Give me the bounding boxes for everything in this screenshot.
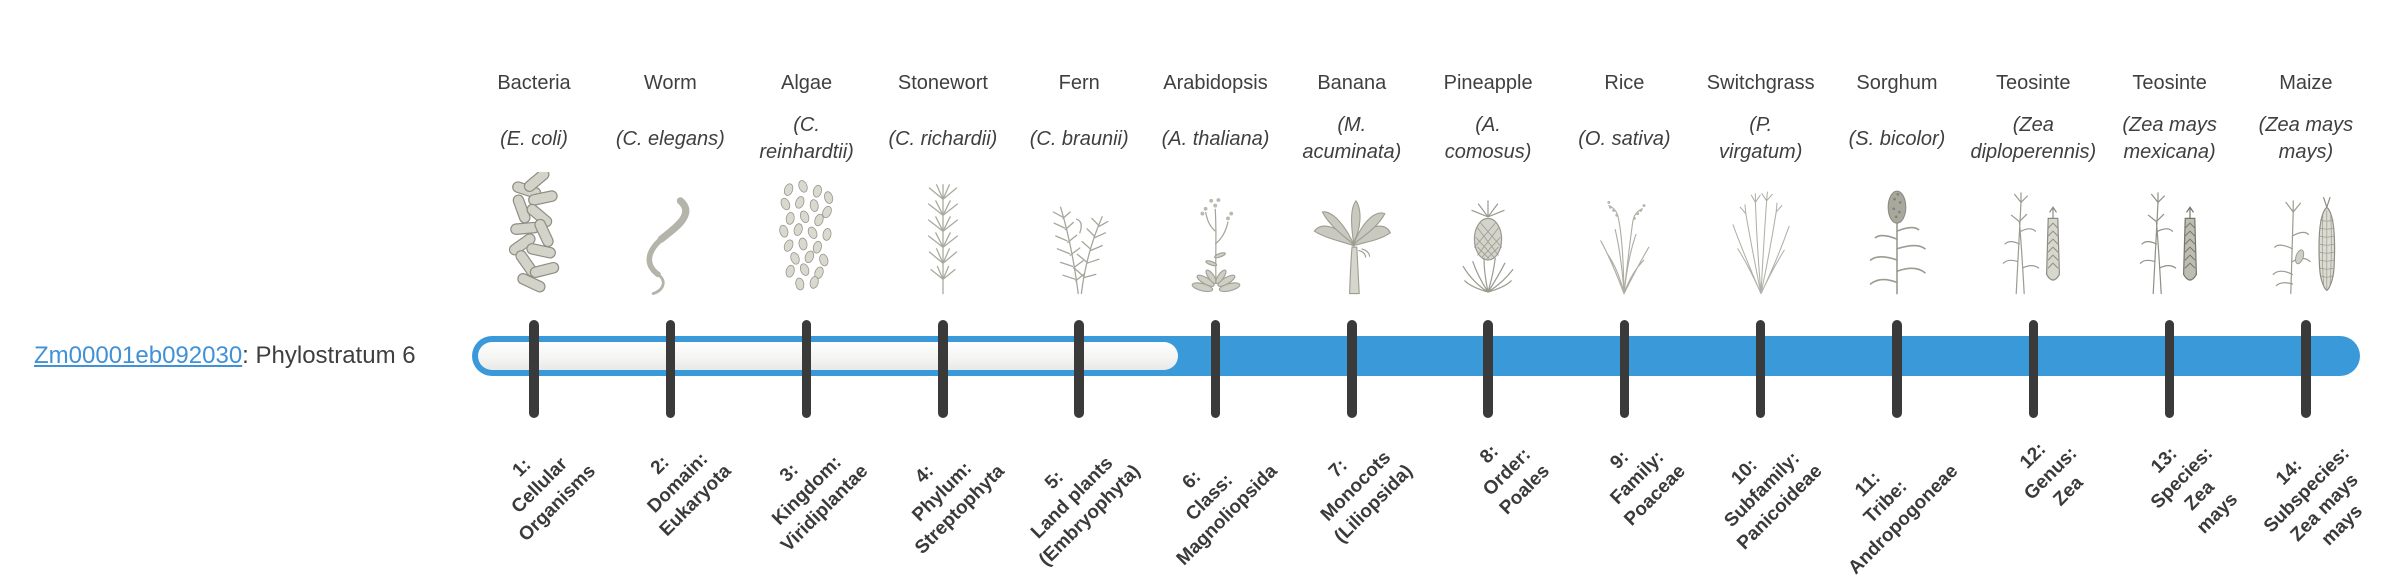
stratum-tick [529, 320, 539, 418]
organism-species-name: (Zea mays mexicana) [2122, 114, 2217, 163]
stonewort-icon [888, 172, 998, 300]
phylostratum-bar-track [478, 342, 1178, 370]
banana-icon [1297, 172, 1407, 300]
stratum-label-text: 12: Genus: Zea [2015, 438, 2088, 511]
organism-column: Arabidopsis (A. thaliana) [1139, 70, 1293, 293]
arabidopsis-icon [1161, 172, 1271, 300]
stratum-label-text: 7: Monocots (Liliopsida) [1317, 447, 1418, 548]
stratum-tick [1483, 320, 1493, 418]
stratum-tick [1755, 320, 1766, 418]
organism-column: Fern (C. braunii) [1002, 70, 1156, 295]
organism-species-name: (M. acuminata) [1302, 114, 1402, 163]
organism-column: Pineapple (A. comosus) [1411, 70, 1565, 293]
phylostratum-bar [472, 336, 2360, 376]
organism-name: Pineapple [1443, 72, 1533, 94]
stratum-label-text: 14: Subspecies: Zea mays mays [2259, 443, 2367, 551]
stratum-tick [1347, 320, 1357, 418]
stratum-label-text: 10: Subfamily: Panicoideae [1720, 447, 1827, 555]
stratum-label-text: 8: Order: Poales [1475, 441, 1554, 519]
organism-species-name: (E. coli) [500, 127, 568, 150]
switchgrass-icon [1706, 172, 1816, 300]
organism-species-name: (C. braunii) [1029, 127, 1129, 150]
stratum-tick [2028, 320, 2039, 418]
stratum-label-text: 2: Domain: Eukaryota [644, 448, 736, 541]
organism-name: Maize [2279, 72, 2333, 94]
organism-name: Arabidopsis [1163, 72, 1268, 94]
organism-column: Teosinte (Zea mays mexicana) [2093, 70, 2247, 295]
organism-name: Teosinte [1996, 72, 2071, 94]
organism-column: Sorghum (S. bicolor) [1820, 70, 1974, 295]
stratum-label-text: 13: Species: Zea mays [2147, 443, 2243, 539]
stratum-tick [801, 320, 812, 418]
stratum-tick [1074, 320, 1084, 418]
stratum-label-text: 6: Class: Magnoliopsida [1172, 460, 1282, 570]
teosinte-icon [1978, 172, 2088, 300]
fern-icon [1024, 172, 1134, 300]
organism-species-name: (C. richardii) [888, 127, 998, 150]
organism-name: Algae [781, 72, 833, 94]
organism-name: Rice [1604, 72, 1645, 94]
teosinte-dark-icon [2115, 172, 2225, 300]
maize-icon [2251, 172, 2361, 300]
organism-column: Rice (O. sativa) [1547, 70, 1701, 295]
organism-species-name: (A. thaliana) [1161, 127, 1270, 150]
organism-column: Teosinte (Zea diploperennis) [1956, 70, 2110, 295]
stratum-tick [1892, 320, 1902, 418]
organism-name: Banana [1317, 72, 1387, 94]
stratum-tick [665, 320, 676, 418]
worm-icon [615, 172, 725, 300]
stratum-tick [2301, 320, 2311, 418]
organism-species-name: (C. reinhardtii) [759, 114, 854, 163]
organism-column: Worm (C. elegans) [593, 70, 747, 295]
organism-species-name: (O. sativa) [1578, 127, 1671, 150]
stratum-label-text: 5: Land plants (Embryophyta) [1027, 452, 1145, 571]
stratum-tick [938, 320, 948, 418]
organism-species-name: (S. bicolor) [1848, 127, 1946, 150]
organism-species-name: (A. comosus) [1444, 114, 1532, 163]
organism-column: Bacteria (E. coli) [457, 70, 611, 293]
stratum-label-text: 1: Cellular Organisms [507, 453, 600, 546]
pineapple-icon [1433, 172, 1543, 300]
organism-name: Stonewort [897, 72, 988, 94]
stratum-tick [2164, 320, 2175, 418]
organism-species-name: (P. virgatum) [1719, 114, 1803, 163]
organism-column: Stonewort (C. richardii) [866, 70, 1020, 295]
bacteria-icon [479, 172, 589, 300]
organism-column: Banana (M. acuminata) [1275, 70, 1429, 295]
organism-species-name: (Zea mays mays) [2258, 114, 2354, 163]
stratum-tick [1210, 320, 1221, 418]
stratum-label-text: 4: Phylum: Streptophyta [908, 458, 1009, 559]
organism-column: Maize (Zea mays mays) [2229, 70, 2383, 295]
organism-column: Switchgrass (P. virgatum) [1684, 70, 1838, 295]
organism-species-name: (C. elegans) [615, 127, 725, 150]
organism-column: Algae (C. reinhardtii) [730, 70, 884, 291]
organism-name: Sorghum [1856, 72, 1938, 94]
organism-name: Switchgrass [1706, 72, 1815, 94]
sorghum-icon [1842, 172, 1952, 300]
gene-caption: Zm00001eb092030: Phylostratum 6 [34, 342, 416, 370]
algae-icon [752, 172, 862, 300]
organism-species-name: (Zea diploperennis) [1970, 114, 2097, 163]
organism-name: Bacteria [497, 72, 571, 94]
organism-name: Teosinte [2132, 72, 2207, 94]
organism-name: Worm [643, 72, 697, 94]
stratum-label-text: 3: Kingdom: Viridiplantae [768, 451, 873, 557]
gene-phylostratum-text: : Phylostratum 6 [242, 342, 416, 369]
stratum-label-text: 11: Tribe: Andropogoneae [1844, 460, 1963, 579]
organism-name: Fern [1058, 72, 1100, 94]
stratum-tick [1619, 320, 1630, 418]
stratum-label-text: 9: Family: Poaceae [1606, 446, 1691, 531]
rice-icon [1569, 172, 1679, 300]
gene-id-link[interactable]: Zm00001eb092030 [34, 342, 243, 369]
